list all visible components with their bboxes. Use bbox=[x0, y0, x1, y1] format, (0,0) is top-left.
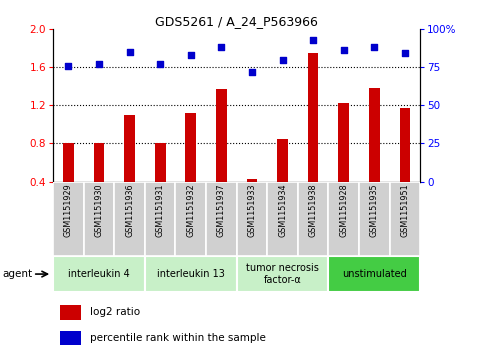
Bar bbox=[63, 143, 74, 220]
Bar bbox=[399, 108, 410, 220]
Point bbox=[187, 52, 195, 58]
Point bbox=[279, 57, 286, 62]
Bar bbox=[145, 256, 237, 292]
Point bbox=[370, 44, 378, 50]
Text: GSM1151951: GSM1151951 bbox=[400, 184, 410, 237]
Bar bbox=[247, 179, 257, 220]
Bar bbox=[94, 143, 104, 220]
Bar bbox=[53, 182, 84, 256]
Text: agent: agent bbox=[2, 269, 32, 279]
Bar bbox=[369, 88, 380, 220]
Point bbox=[65, 63, 72, 69]
Bar bbox=[328, 182, 359, 256]
Bar bbox=[206, 182, 237, 256]
Bar bbox=[114, 182, 145, 256]
Text: GSM1151930: GSM1151930 bbox=[95, 184, 103, 237]
Text: interleukin 13: interleukin 13 bbox=[157, 269, 225, 279]
Text: log2 ratio: log2 ratio bbox=[90, 307, 140, 317]
Text: percentile rank within the sample: percentile rank within the sample bbox=[90, 333, 266, 343]
Point bbox=[217, 44, 225, 50]
Title: GDS5261 / A_24_P563966: GDS5261 / A_24_P563966 bbox=[155, 15, 318, 28]
Point bbox=[248, 69, 256, 75]
Text: GSM1151931: GSM1151931 bbox=[156, 184, 165, 237]
Point bbox=[340, 48, 348, 53]
Text: GSM1151938: GSM1151938 bbox=[309, 184, 318, 237]
Bar bbox=[60, 305, 81, 320]
Bar bbox=[267, 182, 298, 256]
Bar bbox=[53, 256, 145, 292]
Bar bbox=[277, 139, 288, 220]
Bar bbox=[390, 182, 420, 256]
Bar bbox=[60, 331, 81, 345]
Bar bbox=[237, 256, 328, 292]
Bar bbox=[124, 115, 135, 220]
Bar bbox=[308, 53, 318, 220]
Point bbox=[126, 49, 133, 55]
Bar bbox=[84, 182, 114, 256]
Text: tumor necrosis
factor-α: tumor necrosis factor-α bbox=[246, 263, 319, 285]
Bar bbox=[359, 182, 390, 256]
Bar bbox=[298, 182, 328, 256]
Text: interleukin 4: interleukin 4 bbox=[68, 269, 130, 279]
Bar bbox=[237, 182, 267, 256]
Text: GSM1151929: GSM1151929 bbox=[64, 184, 73, 237]
Point bbox=[95, 61, 103, 67]
Text: unstimulated: unstimulated bbox=[342, 269, 407, 279]
Bar bbox=[175, 182, 206, 256]
Point bbox=[156, 61, 164, 67]
Text: GSM1151936: GSM1151936 bbox=[125, 184, 134, 237]
Point bbox=[309, 37, 317, 42]
Text: GSM1151935: GSM1151935 bbox=[370, 184, 379, 237]
Bar bbox=[216, 89, 227, 220]
Bar bbox=[155, 143, 166, 220]
Text: GSM1151933: GSM1151933 bbox=[247, 184, 256, 237]
Bar bbox=[328, 256, 420, 292]
Text: GSM1151934: GSM1151934 bbox=[278, 184, 287, 237]
Text: GSM1151928: GSM1151928 bbox=[339, 184, 348, 237]
Text: GSM1151932: GSM1151932 bbox=[186, 184, 195, 237]
Bar bbox=[185, 113, 196, 220]
Bar bbox=[339, 103, 349, 220]
Text: GSM1151937: GSM1151937 bbox=[217, 184, 226, 237]
Bar bbox=[145, 182, 175, 256]
Point bbox=[401, 50, 409, 56]
